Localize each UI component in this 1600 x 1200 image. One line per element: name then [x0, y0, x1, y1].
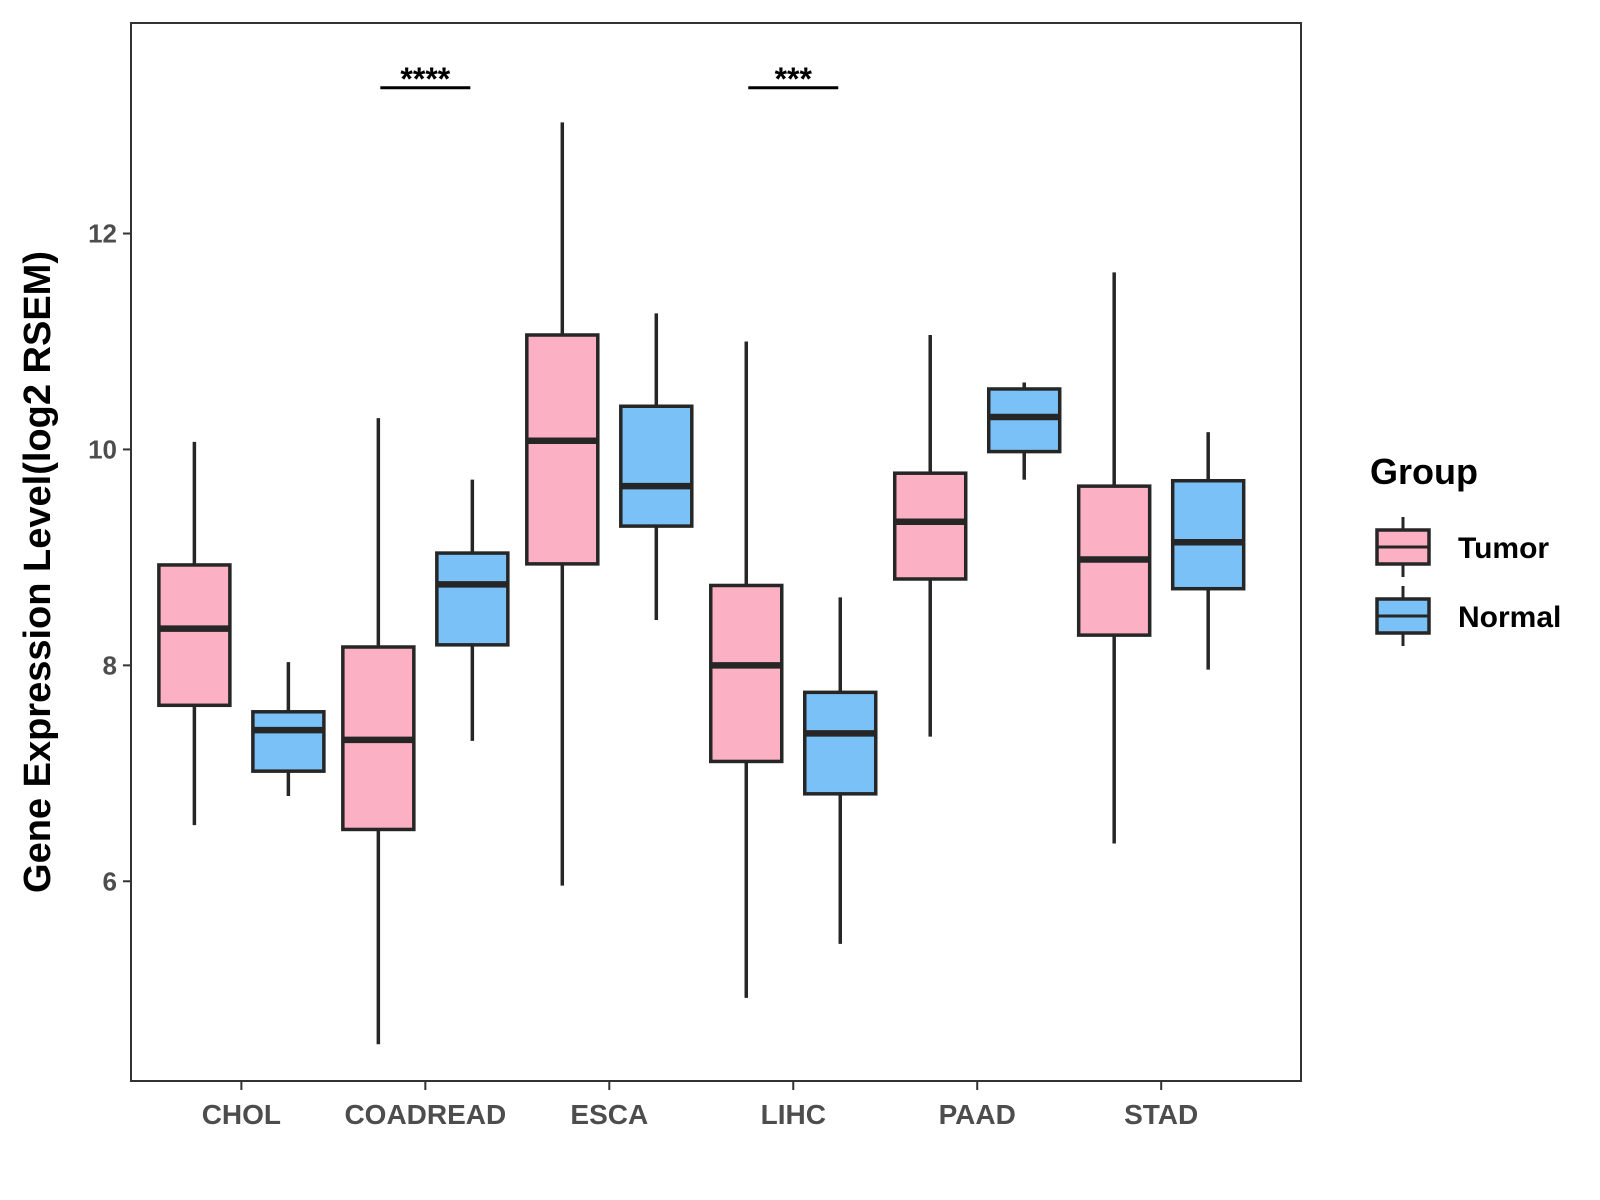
- legend-label-tumor: Tumor: [1458, 532, 1549, 565]
- boxes-layer: [157, 122, 1246, 1045]
- box-normal-stad: [1170, 432, 1246, 670]
- y-tick-label: 8: [103, 650, 117, 680]
- y-tick-label: 6: [103, 866, 117, 896]
- box-tumor-coadread: [341, 418, 416, 1045]
- legend-key-normal: [1375, 586, 1431, 646]
- x-tick-label-paad: PAAD: [939, 1099, 1016, 1130]
- box-body-normal-chol: [251, 710, 326, 773]
- significance-label-coadread: ****: [400, 61, 450, 97]
- legend-label-normal: Normal: [1458, 601, 1561, 634]
- y-tick-label: 12: [88, 219, 117, 249]
- box-body-normal-stad: [1170, 478, 1246, 591]
- box-tumor-stad: [1076, 272, 1152, 844]
- x-tick-label-coadread: COADREAD: [344, 1099, 506, 1130]
- box-body-tumor-chol: [157, 563, 232, 708]
- x-axis: CHOL COADREAD ESCA LIHC PAAD STAD: [202, 1081, 1198, 1130]
- y-tick-label: 10: [88, 434, 117, 464]
- legend-title: Group: [1370, 451, 1478, 492]
- box-normal-esca: [619, 313, 694, 621]
- y-axis-title: Gene Expression Level(log2 RSEM): [17, 251, 59, 893]
- box-body-tumor-esca: [525, 333, 600, 566]
- x-tick-label-esca: ESCA: [570, 1099, 648, 1130]
- legend-key-tumor: [1375, 517, 1431, 577]
- x-tick-label-stad: STAD: [1124, 1099, 1198, 1130]
- box-tumor-chol: [157, 441, 232, 826]
- significance-label-lihc: ***: [775, 61, 813, 97]
- box-normal-paad: [986, 382, 1062, 480]
- x-tick-label-chol: CHOL: [202, 1099, 281, 1130]
- box-normal-coadread: [435, 479, 510, 741]
- legend: Group Tumor Normal: [1370, 451, 1561, 646]
- box-normal-chol: [251, 662, 326, 796]
- box-tumor-paad: [892, 335, 968, 737]
- x-tick-label-lihc: LIHC: [761, 1099, 826, 1130]
- box-body-normal-coadread: [435, 551, 510, 647]
- box-body-tumor-lihc: [709, 583, 784, 764]
- significance-annotations: **** ***: [380, 61, 839, 97]
- box-tumor-esca: [525, 122, 600, 886]
- y-axis: 6 8 10 12: [88, 219, 131, 896]
- box-body-normal-lihc: [803, 690, 878, 796]
- box-body-normal-esca: [619, 404, 694, 528]
- box-normal-lihc: [803, 597, 878, 944]
- box-body-tumor-paad: [892, 471, 968, 581]
- box-tumor-lihc: [709, 341, 784, 998]
